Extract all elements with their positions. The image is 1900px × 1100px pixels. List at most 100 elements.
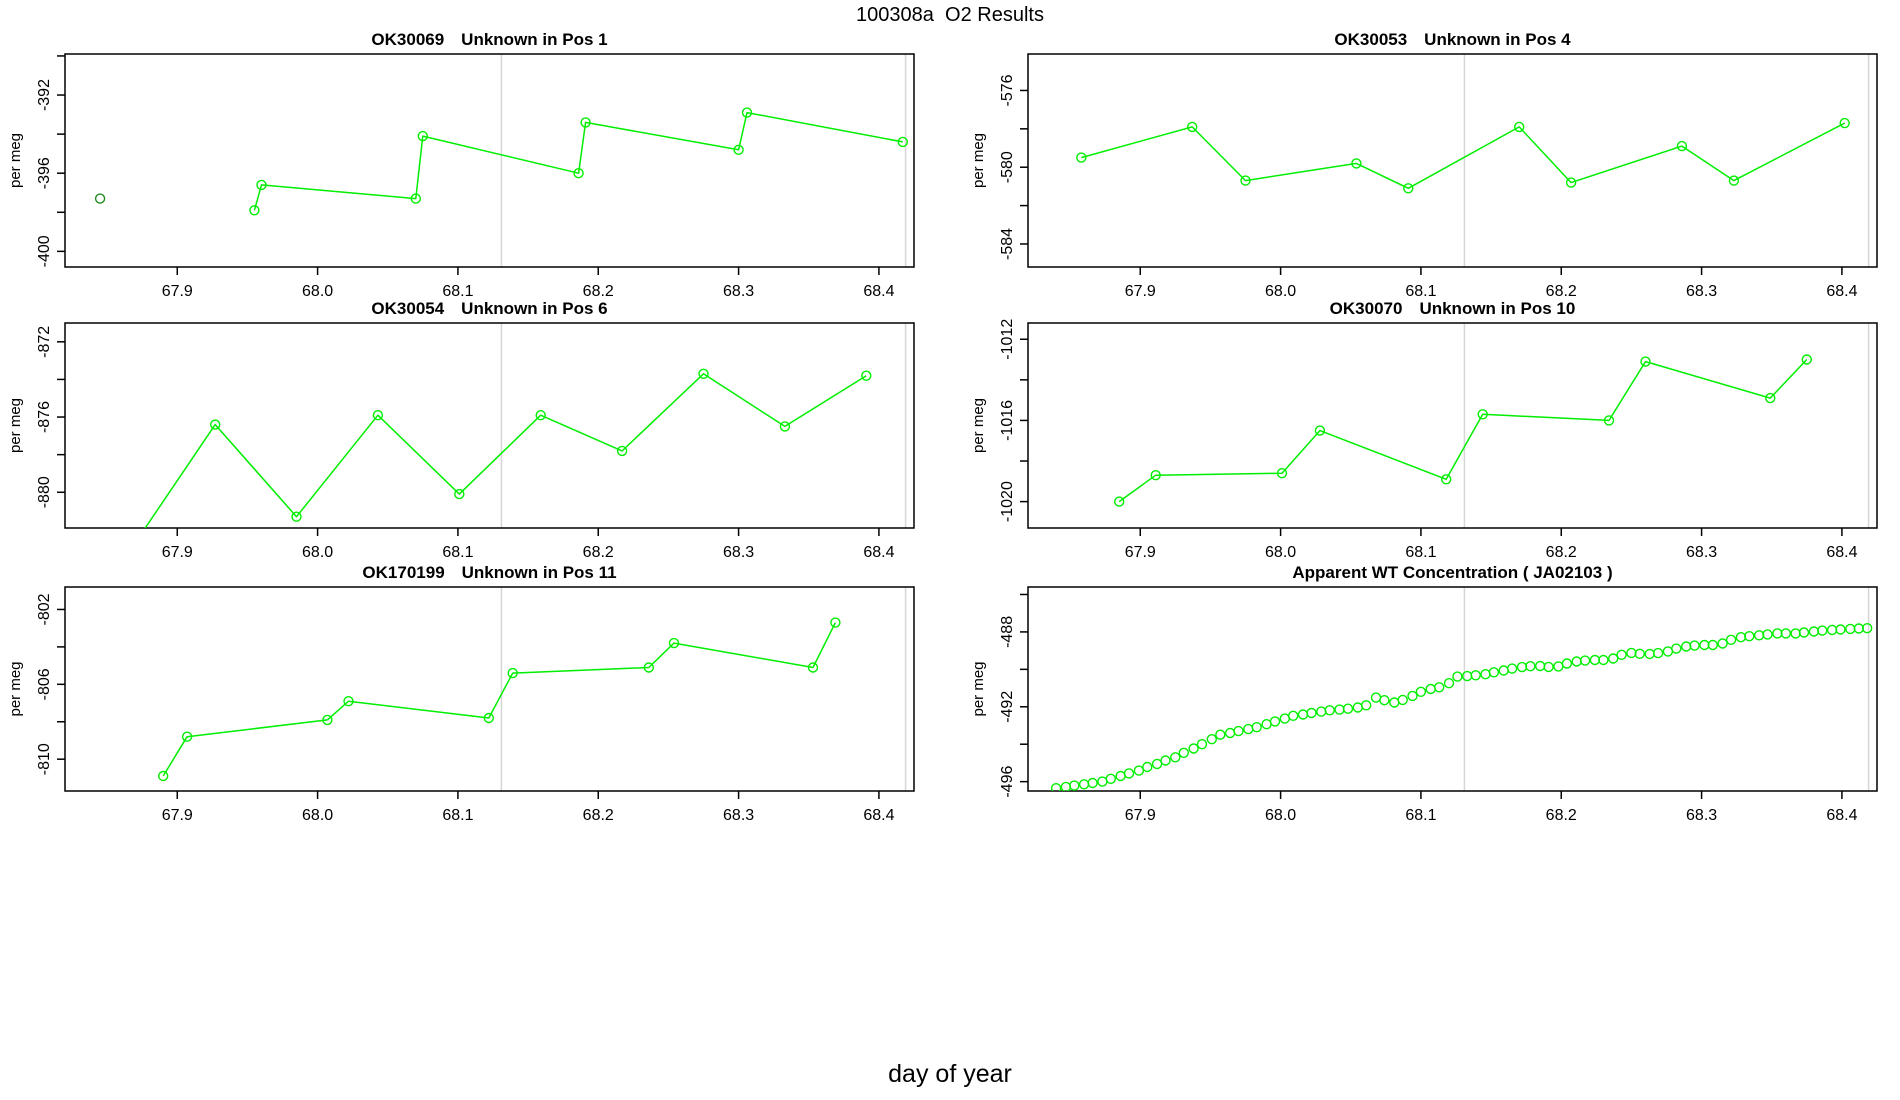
run-trace-marker [1514,121,1525,133]
wt-concentration-trace-marker [1561,658,1573,669]
wt-concentration-trace-marker [1389,697,1400,708]
x-tick-label: 68.4 [1826,544,1857,561]
y-tick-label: -1016 [999,400,1016,441]
x-tick-label: 68.0 [1265,283,1296,300]
run-trace-marker [507,667,518,679]
run-trace-marker [1441,474,1452,485]
plot-box [64,53,915,268]
wt-concentration-trace-marker [1589,654,1601,666]
wt-concentration-trace-marker [1324,705,1335,716]
run-trace-marker [1801,354,1812,365]
x-tick-label: 68.3 [723,544,754,561]
wt-concentration-trace-marker [1817,625,1828,636]
wt-concentration-trace-marker [1717,638,1728,649]
run-trace-marker [1477,409,1488,420]
run-trace-marker [249,205,260,216]
y-tick-label: -876 [36,401,53,433]
wt-concentration-trace-marker [1498,665,1509,676]
run-trace-marker [129,540,138,549]
x-tick-label: 67.9 [1125,544,1156,561]
panel-title: OK30053 Unknown in Pos 4 [1334,30,1571,49]
x-tick-label: 68.4 [1826,283,1857,300]
wt-concentration-trace-marker [1753,630,1765,641]
x-tick-label: 68.2 [1546,283,1577,300]
run-trace-marker [861,370,872,381]
run-trace-marker [1150,469,1161,481]
wt-concentration-trace-marker [1334,704,1345,715]
wt-concentration-trace-marker [1243,723,1254,735]
subplot-pos11: 67.9 68.0 68.1 68.2 68.3 68.4 -802 -806 -810 OK17… [0,557,950,842]
wt-concentration-trace-marker [1835,624,1846,635]
subplot-pos6: 67.9 68.0 68.1 68.2 68.3 68.4 -872 -876 -880 OK30… [0,293,950,578]
y-axis-title: per meg [970,398,987,453]
wt-concentration-trace-marker [1626,647,1637,659]
wt-concentration-trace-marker [1151,758,1163,770]
x-tick-label: 68.3 [723,807,754,824]
run-trace-marker [1314,425,1326,436]
wt-concentration-trace-marker [1342,703,1354,714]
run-trace-marker [807,662,819,673]
series-group [1113,354,1812,507]
wt-concentration-trace-marker [1261,718,1272,730]
y-tick-label: -1012 [999,319,1016,360]
y-axis-title: per meg [7,661,24,716]
wt-concentration-trace-marker [1379,694,1390,706]
run-trace-marker [410,193,421,204]
panel-title: Apparent WT Concentration ( JA02103 ) [1292,563,1612,582]
run-trace-marker [1403,183,1414,194]
wt-concentration-trace-marker [1370,692,1382,703]
run-trace-marker [454,488,465,500]
plot-svg: 67.9 68.0 68.1 68.2 68.3 68.4 -392 -396 -400 OK30… [7,30,915,300]
x-tick-label: 68.1 [1405,807,1436,824]
y-tick-label: -1020 [999,481,1016,522]
y-tick-label: -806 [36,668,53,700]
x-tick-label: 68.2 [583,283,614,300]
run-trace-marker [1240,175,1251,186]
x-tick-label: 68.1 [442,807,473,824]
wt-concentration-trace-marker [1780,628,1791,639]
run-trace-marker [1186,121,1198,133]
run-trace-marker [209,419,221,430]
run-trace-marker [668,637,680,649]
series-line [162,622,837,777]
y-axis-title: per meg [7,133,24,188]
wt-concentration-trace-marker [1233,725,1244,737]
panel-title: OK170199 Unknown in Pos 11 [362,563,616,582]
series-group [1050,622,1873,791]
run-trace-marker [1839,117,1850,129]
wt-concentration-trace-marker [1196,738,1208,750]
subplot-wt-concentration: 67.9 68.0 68.1 68.2 68.3 68.4 -488 -492 -496 Appa… [963,557,1900,842]
run-trace-marker [1565,177,1577,188]
run-trace-marker [830,617,841,628]
wt-concentration-trace-marker [1853,623,1864,634]
wt-concentration-trace-marker [1251,721,1262,733]
plot-svg: 67.9 68.0 68.1 68.2 68.3 68.4 -488 -492 -496 Appa… [970,563,1878,824]
plot-box [64,322,915,529]
panel-title: OK30070 Unknown in Pos 10 [1330,299,1576,318]
wt-concentration-trace-marker [1543,661,1554,673]
y-tick-label: -810 [36,743,53,775]
run-trace-marker [1728,175,1740,186]
x-tick-label: 68.0 [1265,544,1296,561]
wt-concentration-trace-marker [1078,779,1090,790]
x-tick-label: 68.3 [723,283,754,300]
wt-concentration-trace-marker [1279,713,1290,724]
wt-concentration-trace-marker [1060,781,1072,791]
plot-svg: 67.9 68.0 68.1 68.2 68.3 68.4 -802 -806 -810 OK17… [7,563,915,824]
run-trace-marker [573,167,584,179]
y-axis-title: per meg [7,398,24,453]
x-tick-label: 68.1 [442,544,473,561]
wt-concentration-trace-marker [1361,700,1372,711]
wt-concentration-trace-marker [1634,648,1645,660]
wt-concentration-trace-marker [1297,709,1309,720]
y-tick-label: -392 [36,79,53,111]
y-axis-title: per meg [970,133,987,188]
x-tick-label: 68.1 [1405,283,1436,300]
series-line [1081,122,1846,190]
wt-concentration-trace-marker [1671,643,1682,654]
run-trace-marker [643,662,654,673]
y-tick-label: -396 [36,157,53,189]
run-trace-marker [897,136,908,148]
wt-concentration-trace-marker [1616,649,1627,661]
run-trace-marker [417,130,428,142]
